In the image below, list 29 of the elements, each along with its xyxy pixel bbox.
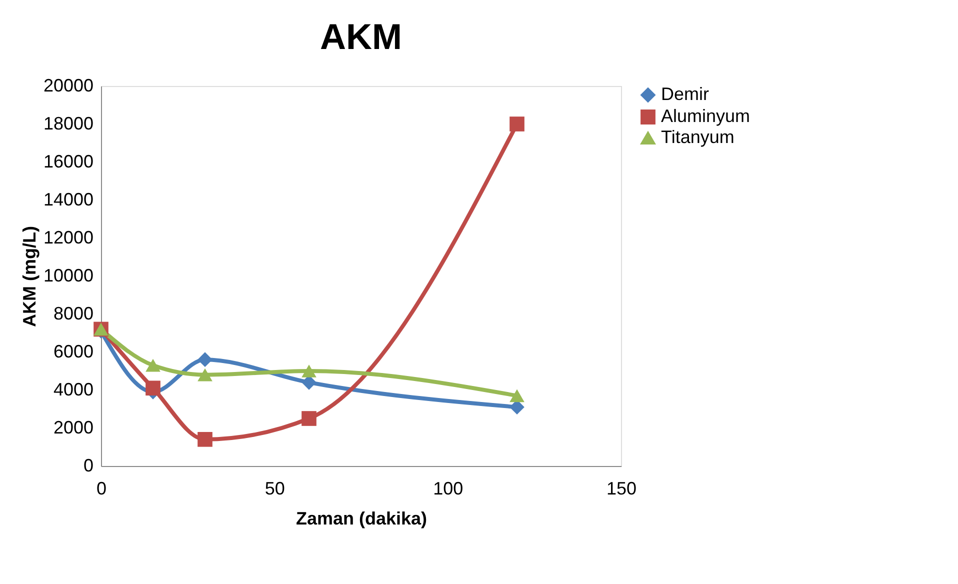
point (198, 368, 212, 382)
y-axis-title: AKM (mg/L) (19, 226, 40, 327)
x-tick-label: 0 (96, 478, 107, 498)
point (198, 352, 212, 368)
legend-label: Demir (661, 84, 710, 104)
y-tick-label: 20000 (43, 76, 94, 96)
point (198, 432, 212, 447)
y-tick-label: 8000 (53, 304, 94, 324)
y-tick-label: 4000 (53, 380, 94, 400)
y-tick-label: 0 (83, 456, 94, 476)
y-tick-label: 16000 (43, 152, 94, 172)
point (510, 116, 524, 132)
point (510, 389, 524, 402)
y-tick-label: 2000 (53, 418, 94, 438)
x-tick-label: 50 (264, 478, 285, 498)
y-tick-label: 12000 (43, 228, 94, 248)
point (302, 411, 316, 426)
x-tick-label: 150 (606, 478, 637, 498)
y-tick-label: 6000 (53, 342, 94, 362)
y-tick-label: 10000 (43, 266, 94, 286)
legend-label: Aluminyum (661, 106, 750, 126)
point (302, 364, 316, 378)
chart-title: AKM (320, 16, 402, 57)
x-axis-title: Zaman (dakika) (296, 508, 428, 528)
point (146, 358, 160, 372)
x-tick-label: 100 (433, 478, 464, 498)
y-tick-label: 18000 (43, 114, 94, 134)
y-tick-label: 14000 (43, 190, 94, 210)
legend-label: Titanyum (661, 127, 734, 147)
